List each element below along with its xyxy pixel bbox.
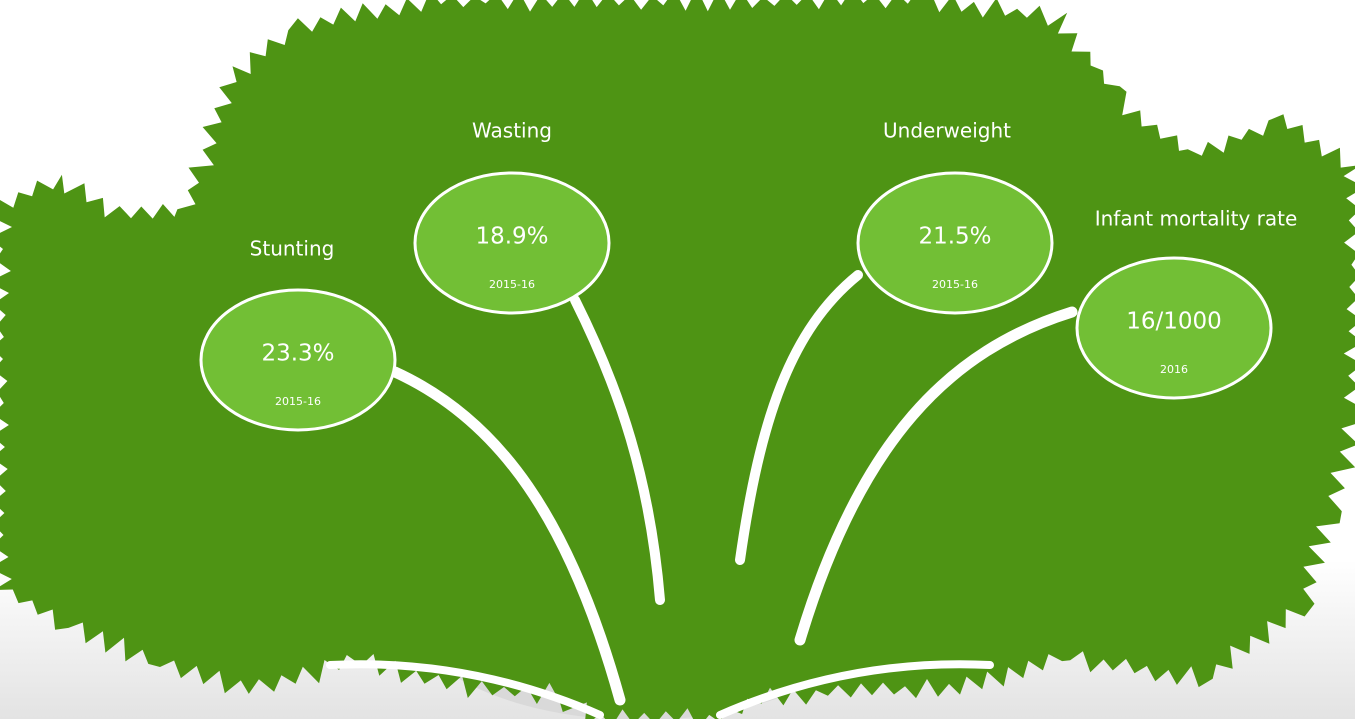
indicator-label: Underweight bbox=[883, 119, 1011, 143]
indicator-period: 2015-16 bbox=[932, 278, 978, 291]
indicator-label: Wasting bbox=[472, 119, 552, 143]
indicator-value: 23.3% bbox=[261, 341, 334, 367]
infographic: Stunting 23.3% 2015-16 Wasting 18.9% 2015-16 U… bbox=[0, 0, 1355, 719]
indicator-period: 2016 bbox=[1160, 363, 1188, 376]
indicator-label: Infant mortality rate bbox=[1095, 207, 1298, 231]
indicator-period: 2015-16 bbox=[489, 278, 535, 291]
indicator-label: Stunting bbox=[250, 237, 335, 261]
indicator-value: 21.5% bbox=[918, 224, 991, 250]
page: Stunting 23.3% 2015-16 Wasting 18.9% 2015-16 U… bbox=[0, 0, 1355, 719]
indicator-period: 2015-16 bbox=[275, 395, 321, 408]
indicator-value: 18.9% bbox=[475, 224, 548, 250]
indicator-value: 16/1000 bbox=[1126, 309, 1222, 335]
